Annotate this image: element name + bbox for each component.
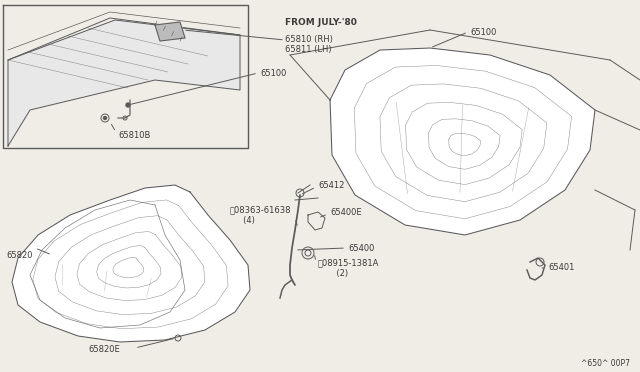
Text: Ⓝ08363-61638
     (4): Ⓝ08363-61638 (4) bbox=[230, 205, 291, 225]
Text: 65100: 65100 bbox=[470, 28, 497, 36]
Circle shape bbox=[126, 103, 130, 107]
Text: 65820E: 65820E bbox=[88, 346, 120, 355]
Text: FROM JULY-'80: FROM JULY-'80 bbox=[285, 18, 357, 27]
Circle shape bbox=[104, 116, 106, 119]
Text: 65412: 65412 bbox=[318, 180, 344, 189]
Text: 65400: 65400 bbox=[348, 244, 374, 253]
Polygon shape bbox=[8, 20, 240, 146]
Polygon shape bbox=[155, 22, 185, 41]
Text: 65401: 65401 bbox=[548, 263, 574, 273]
Text: 65810 (RH)
65811 (LH): 65810 (RH) 65811 (LH) bbox=[285, 35, 333, 54]
Text: 65400E: 65400E bbox=[330, 208, 362, 217]
Text: Ⓦ08915-1381A
       (2): Ⓦ08915-1381A (2) bbox=[318, 258, 380, 278]
Text: ^650^ 00P7: ^650^ 00P7 bbox=[581, 359, 630, 368]
Text: 65100: 65100 bbox=[260, 68, 286, 77]
Text: 65820: 65820 bbox=[6, 250, 33, 260]
Polygon shape bbox=[12, 185, 250, 342]
Text: 65810B: 65810B bbox=[118, 131, 150, 140]
Polygon shape bbox=[330, 48, 595, 235]
